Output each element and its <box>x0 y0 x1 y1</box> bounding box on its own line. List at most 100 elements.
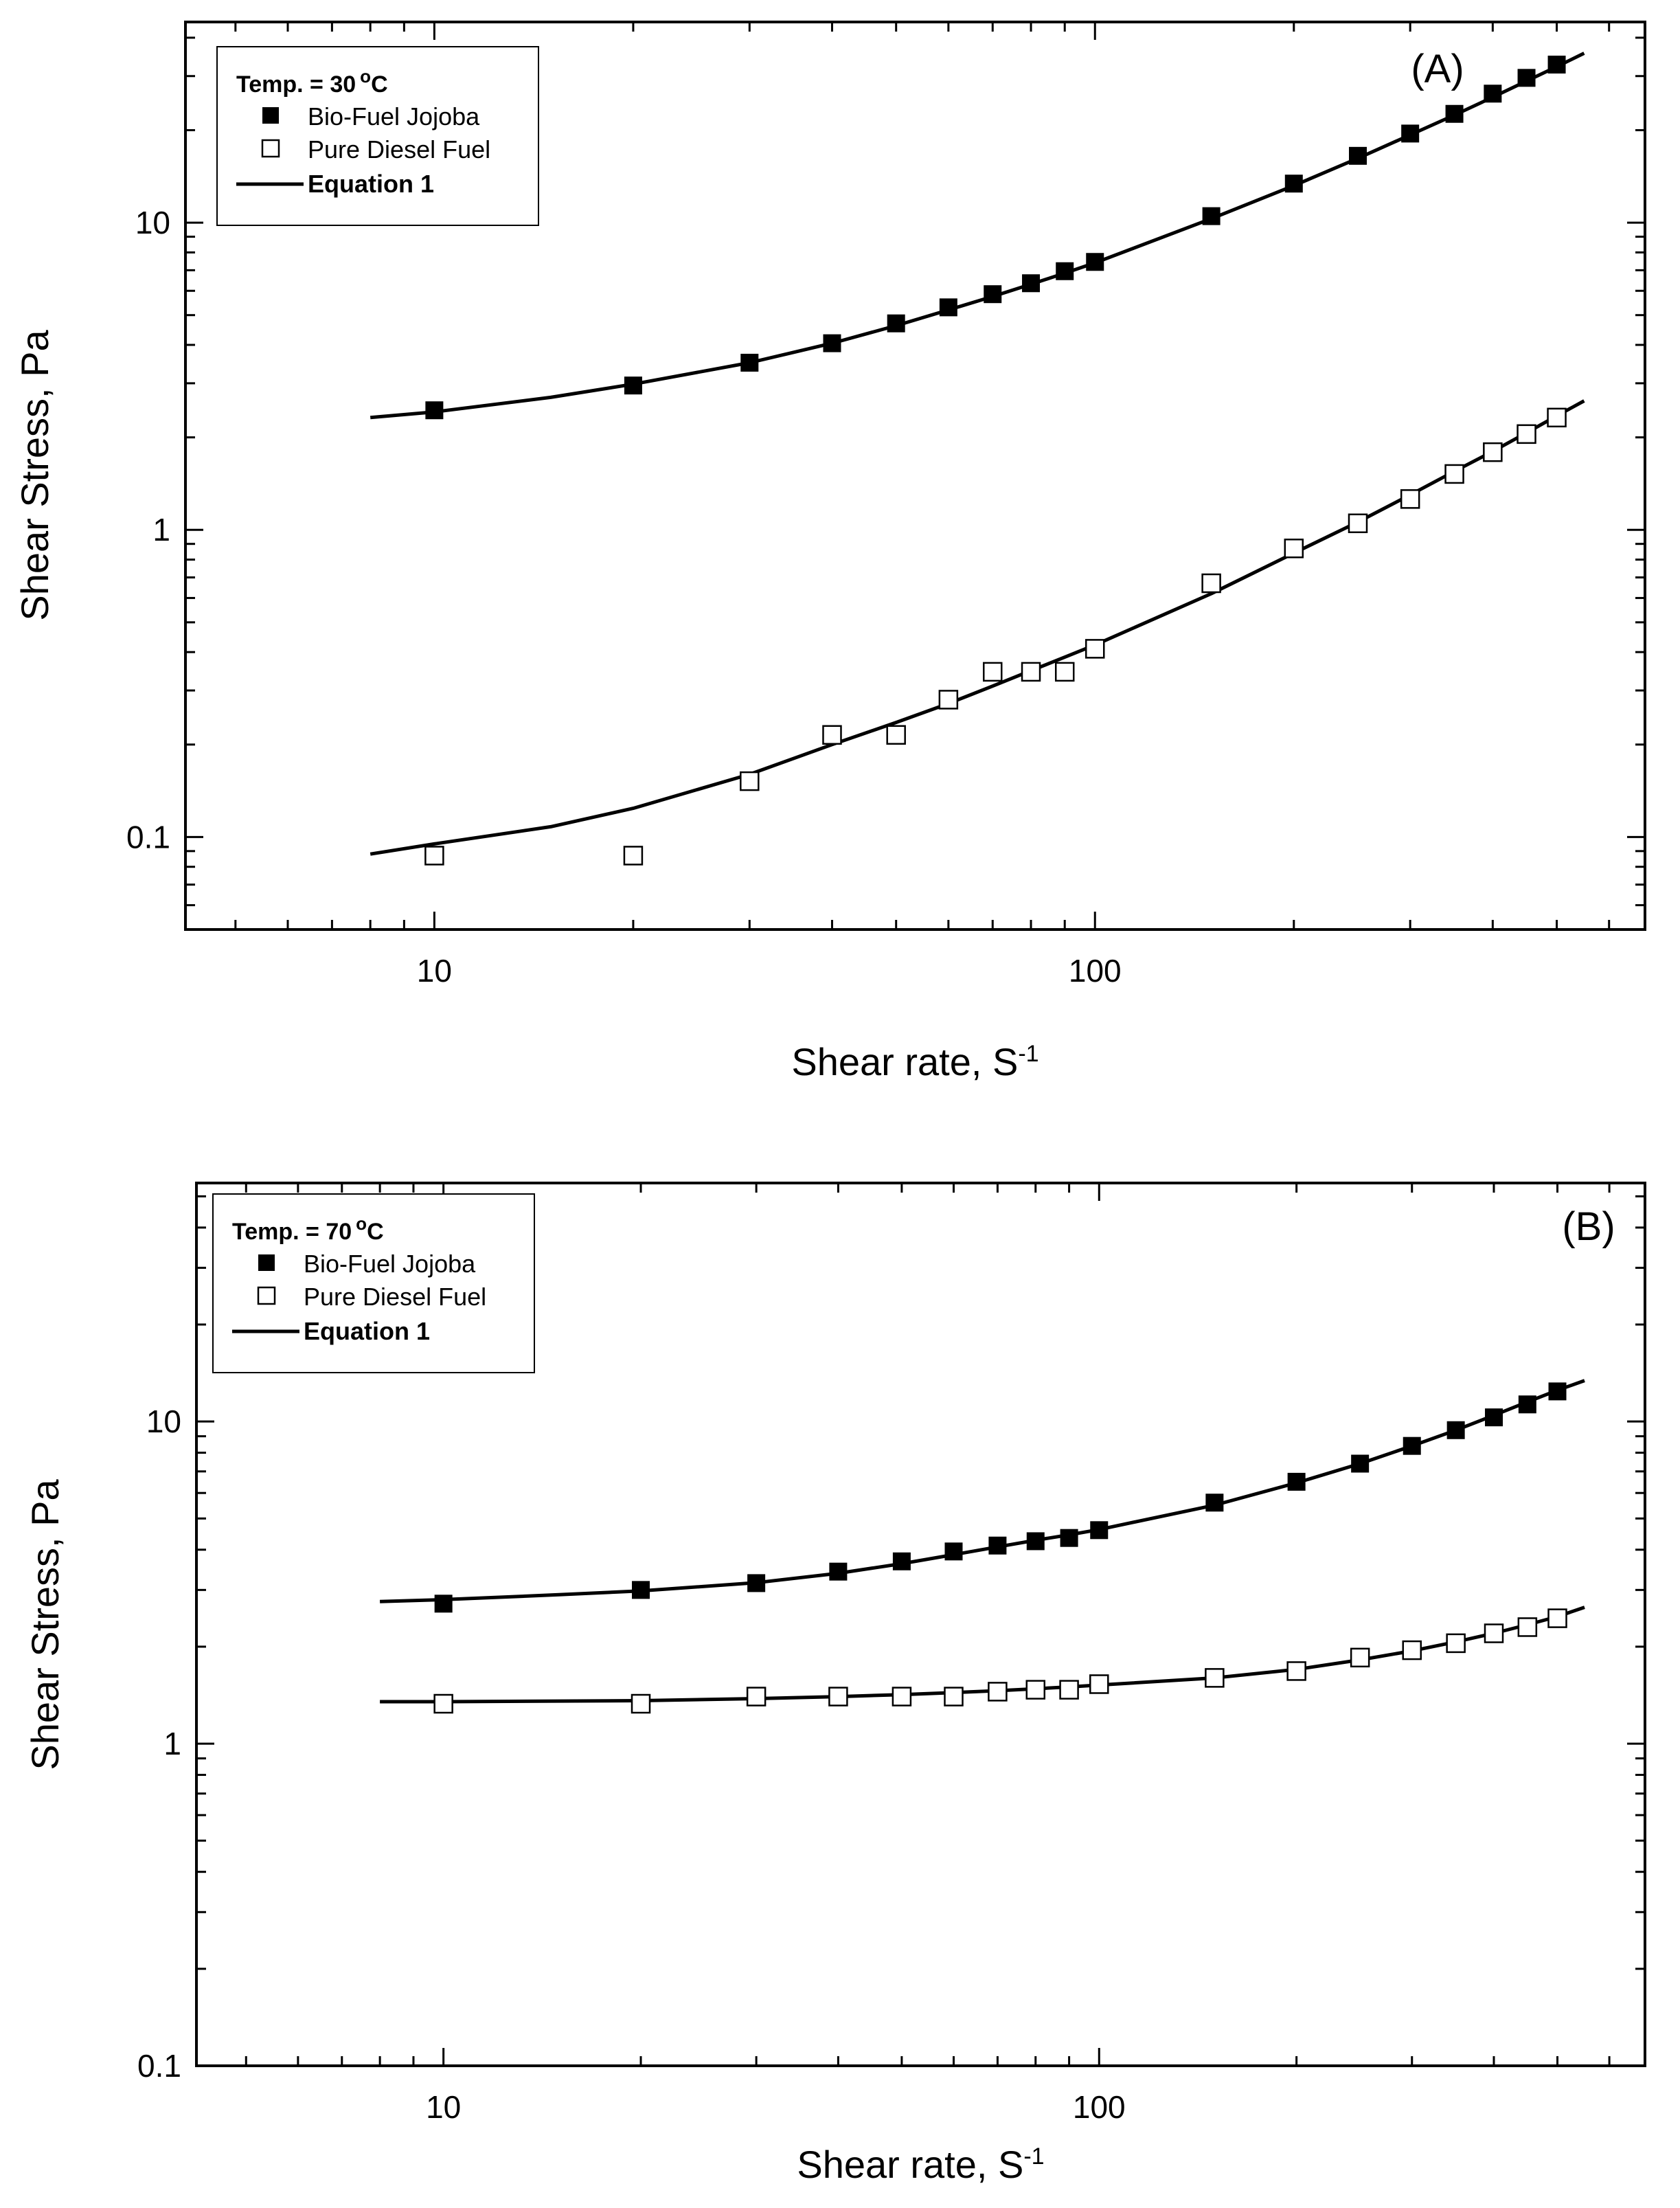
jojoba-point <box>939 298 957 317</box>
jojoba-point <box>1446 1421 1465 1439</box>
y-tick-label: 1 <box>152 512 170 548</box>
diesel-point <box>631 1693 651 1714</box>
diesel-point <box>1089 1674 1109 1694</box>
jojoba-point <box>1351 1454 1370 1473</box>
y-axis-title-a: Shear Stress, Pa <box>13 329 56 620</box>
jojoba-point <box>823 334 841 352</box>
y-tick-label: 1 <box>163 1726 181 1761</box>
jojoba-point <box>1022 274 1041 293</box>
panel-label-a: (A) <box>1411 47 1464 91</box>
jojoba-point <box>747 1574 766 1592</box>
legend-a: Temp. = 30 oC Bio-Fuel Jojoba Pure Diesel… <box>216 46 539 226</box>
diesel-point <box>938 690 959 710</box>
x-tick-label: 10 <box>426 2089 461 2125</box>
diesel-point <box>740 771 760 791</box>
legend-entry-jojoba-b: Bio-Fuel Jojoba <box>304 1250 476 1278</box>
jojoba-point <box>1403 1437 1421 1455</box>
diesel-point <box>1547 407 1567 428</box>
diesel-point <box>1284 539 1304 559</box>
fit-lines-a <box>370 52 1585 856</box>
y-tick-label: 0.1 <box>137 2048 181 2084</box>
legend-marker-filled-a <box>262 107 279 124</box>
jojoba-point <box>1518 1395 1536 1414</box>
panel-a: 10 100 0.1 1 10 (A) Shear rate, S-1 Shear St… <box>13 21 1646 1083</box>
data-markers-b <box>433 1382 1567 1714</box>
legend-title-unit-a: C <box>371 71 388 98</box>
axis-ticks-a: 10 100 0.1 1 10 <box>126 22 1645 989</box>
jojoba-point <box>887 314 905 333</box>
diesel-point <box>1547 1608 1567 1628</box>
degree-symbol-a: o <box>360 66 371 87</box>
diesel-point <box>1444 464 1464 484</box>
diesel-point <box>1201 573 1221 594</box>
jojoba-point <box>1547 56 1566 74</box>
diesel-point <box>1350 1647 1370 1668</box>
x-tick-label: 100 <box>1069 953 1122 989</box>
diesel-point <box>982 662 1003 682</box>
jojoba-point <box>1445 104 1464 123</box>
y-tick-label: 10 <box>146 1404 181 1439</box>
jojoba-point <box>1485 1408 1503 1427</box>
diesel-point <box>1517 424 1536 444</box>
equation-1-fit-line <box>370 52 1585 420</box>
legend-entry-equation-a: Equation 1 <box>308 170 434 198</box>
diesel-point <box>886 725 906 745</box>
panel-b: 10 100 0.1 1 10 (B) Shear rate, S-1 Shear St… <box>23 1182 1646 2186</box>
jojoba-point <box>632 1581 650 1599</box>
x-axis-title-b: Shear rate, S-1 <box>797 2143 1044 2186</box>
legend-marker-open-b <box>257 1286 276 1305</box>
y-tick-label: 10 <box>135 205 170 240</box>
jojoba-point <box>829 1562 848 1581</box>
legend-entry-diesel-a: Pure Diesel Fuel <box>308 135 490 164</box>
diesel-point <box>1025 1680 1046 1700</box>
legend-entry-equation-b: Equation 1 <box>304 1317 430 1345</box>
jojoba-point <box>1060 1529 1078 1547</box>
plot-frame-a <box>184 21 1646 931</box>
legend-box-b <box>212 1193 535 1373</box>
legend-entry-jojoba-a: Bio-Fuel Jojoba <box>308 102 480 131</box>
diesel-point <box>1286 1661 1306 1681</box>
diesel-point <box>424 846 444 866</box>
jojoba-point <box>1349 146 1367 165</box>
diesel-point <box>1446 1633 1466 1654</box>
jojoba-point <box>1401 124 1420 143</box>
diesel-point <box>623 846 644 866</box>
x-axis-title-text-a: Shear rate, S <box>791 1040 1018 1083</box>
diesel-point <box>1205 1668 1225 1688</box>
jojoba-point <box>434 1595 453 1613</box>
diesel-point <box>892 1687 912 1706</box>
diesel-point <box>1484 1623 1504 1643</box>
legend-entry-diesel-b: Pure Diesel Fuel <box>304 1283 486 1311</box>
x-tick-label: 10 <box>417 953 452 989</box>
x-axis-title-superscript-a: -1 <box>1018 1041 1038 1067</box>
diesel-point <box>1517 1617 1538 1637</box>
diesel-point <box>944 1687 964 1706</box>
jojoba-point <box>944 1542 963 1561</box>
legend-marker-filled-b <box>258 1254 275 1271</box>
y-tick-label: 0.1 <box>126 819 170 855</box>
x-tick-label: 100 <box>1073 2089 1126 2125</box>
diesel-point <box>822 725 842 745</box>
diesel-point <box>1348 513 1368 534</box>
diesel-point <box>988 1682 1008 1702</box>
jojoba-point <box>892 1552 911 1570</box>
jojoba-point <box>988 1536 1007 1555</box>
panel-label-b: (B) <box>1562 1204 1615 1249</box>
equation-1-fit-line <box>380 1379 1585 1603</box>
jojoba-point <box>1548 1382 1567 1401</box>
degree-symbol-b: o <box>356 1213 367 1234</box>
plot-frame-b <box>195 1182 1646 2067</box>
jojoba-point <box>1284 174 1303 193</box>
jojoba-point <box>1202 207 1221 225</box>
diesel-point <box>433 1693 453 1714</box>
diesel-point <box>828 1687 848 1706</box>
x-axis-title-text-b: Shear rate, S <box>797 2143 1023 2186</box>
jojoba-point <box>1086 253 1104 271</box>
jojoba-point <box>1205 1494 1224 1512</box>
x-axis-title-a: Shear rate, S-1 <box>791 1040 1038 1083</box>
y-axis-title-b: Shear Stress, Pa <box>23 1478 67 1770</box>
legend-title-unit-b: C <box>367 1219 384 1245</box>
diesel-point <box>1059 1680 1079 1700</box>
axis-ticks-b: 10 100 0.1 1 10 <box>137 1183 1645 2125</box>
